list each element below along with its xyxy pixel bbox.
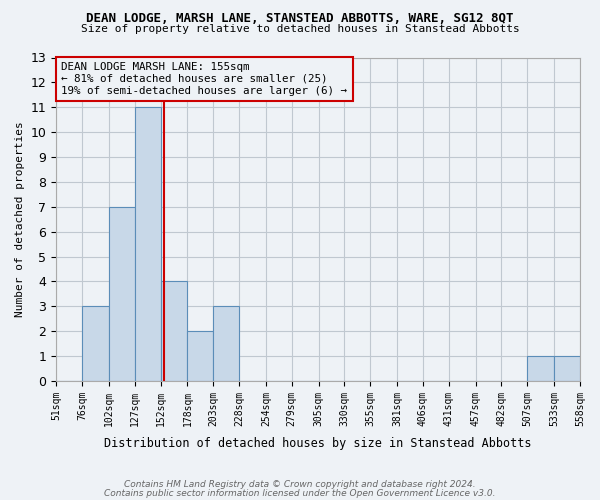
Text: DEAN LODGE, MARSH LANE, STANSTEAD ABBOTTS, WARE, SG12 8QT: DEAN LODGE, MARSH LANE, STANSTEAD ABBOTT… xyxy=(86,12,514,26)
Bar xyxy=(82,306,109,381)
Bar xyxy=(554,356,580,381)
Text: DEAN LODGE MARSH LANE: 155sqm
← 81% of detached houses are smaller (25)
19% of s: DEAN LODGE MARSH LANE: 155sqm ← 81% of d… xyxy=(61,62,347,96)
Bar xyxy=(527,356,554,381)
X-axis label: Distribution of detached houses by size in Stanstead Abbotts: Distribution of detached houses by size … xyxy=(104,437,532,450)
Text: Size of property relative to detached houses in Stanstead Abbotts: Size of property relative to detached ho… xyxy=(80,24,520,34)
Text: Contains public sector information licensed under the Open Government Licence v3: Contains public sector information licen… xyxy=(104,489,496,498)
Text: Contains HM Land Registry data © Crown copyright and database right 2024.: Contains HM Land Registry data © Crown c… xyxy=(124,480,476,489)
Bar xyxy=(213,306,239,381)
Bar xyxy=(161,282,187,381)
Y-axis label: Number of detached properties: Number of detached properties xyxy=(15,122,25,317)
Bar xyxy=(187,331,213,381)
Bar xyxy=(109,207,134,381)
Bar xyxy=(134,108,161,381)
